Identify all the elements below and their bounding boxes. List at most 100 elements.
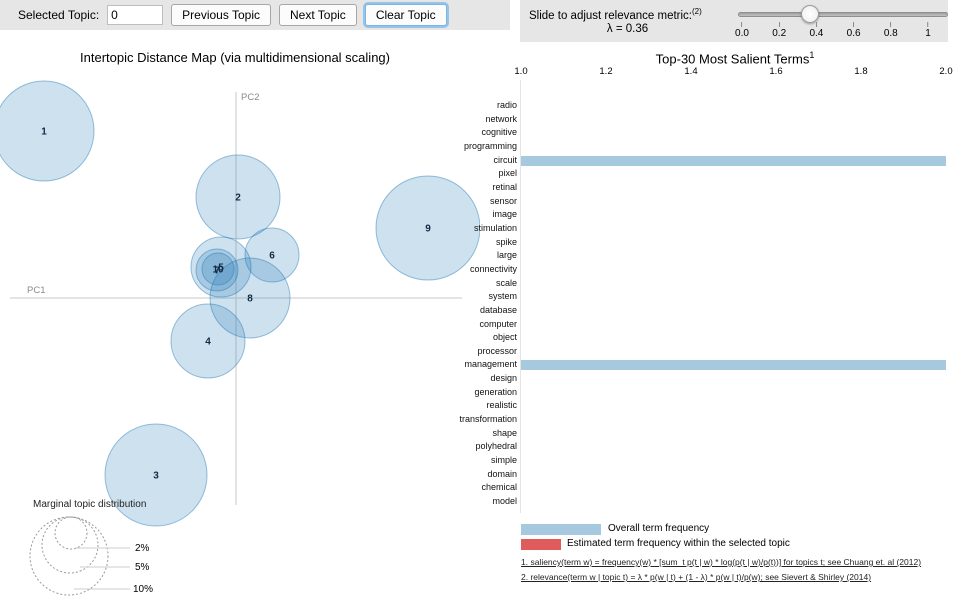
term-row[interactable]: scale — [440, 277, 952, 291]
slider-tick-mark — [890, 22, 892, 27]
term-row[interactable]: domain — [440, 468, 952, 482]
term-row[interactable]: chemical — [440, 481, 952, 495]
slider-tick-mark — [815, 22, 817, 27]
slider-label: Slide to adjust relevance metric:(2) — [529, 7, 702, 22]
relevance-slider-track[interactable] — [738, 12, 948, 17]
topic-bubble-2[interactable] — [195, 154, 281, 240]
term-row[interactable]: connectivity — [440, 263, 952, 277]
topic-bubble-6[interactable] — [244, 227, 300, 283]
term-label: polyhedral — [475, 441, 517, 452]
term-row[interactable]: shape — [440, 427, 952, 441]
term-row[interactable]: sensor — [440, 195, 952, 209]
marginal-legend-size-5pct: 5% — [135, 562, 150, 573]
term-row[interactable]: spike — [440, 236, 952, 250]
legend-overall-swatch — [521, 524, 601, 535]
marginal-legend-title: Marginal topic distribution — [33, 499, 146, 510]
term-label: design — [490, 373, 517, 384]
clear-topic-button[interactable]: Clear Topic — [364, 4, 447, 26]
topic-bubble-1[interactable] — [0, 80, 95, 182]
pc1-axis-label: PC1 — [27, 285, 45, 296]
term-row[interactable]: programming — [440, 140, 952, 154]
term-label: shape — [492, 427, 517, 438]
term-label: scale — [495, 277, 517, 288]
term-row[interactable]: polyhedral — [440, 440, 952, 454]
term-bar-overall-frequency[interactable] — [521, 155, 946, 166]
term-row[interactable]: circuit — [440, 154, 952, 168]
slider-tick-label: 0.0 — [735, 28, 749, 39]
topic-bubble-8[interactable] — [209, 257, 291, 339]
term-row[interactable]: radio — [440, 99, 952, 113]
term-label: radio — [496, 100, 517, 110]
term-row[interactable]: database — [440, 304, 952, 318]
selected-topic-input[interactable] — [107, 5, 164, 25]
slider-tick-label: 0.6 — [846, 28, 861, 39]
barchart-axis-tick: 1.0 — [514, 66, 528, 77]
term-row[interactable]: computer — [440, 318, 952, 332]
map-title: Intertopic Distance Map (via multidimens… — [80, 50, 390, 65]
term-list: radio network cognitive programming circuit p… — [440, 99, 952, 509]
term-label: chemical — [481, 482, 517, 493]
slider-tick-mark — [778, 22, 780, 27]
term-label: processor — [477, 345, 517, 356]
term-label: spike — [495, 236, 517, 247]
relevance-slider-handle[interactable] — [801, 5, 819, 23]
term-row[interactable]: management — [440, 358, 952, 372]
pc2-axis-label: PC2 — [241, 92, 259, 103]
slider-tick-mark — [741, 22, 743, 27]
term-row[interactable]: retinal — [440, 181, 952, 195]
term-label: model — [492, 496, 517, 507]
term-label: circuit — [493, 154, 517, 165]
term-label: domain — [487, 468, 517, 479]
term-row[interactable]: image — [440, 208, 952, 222]
marginal-legend-circle-5pct — [41, 516, 99, 574]
barchart-axis-tick: 1.6 — [769, 66, 783, 77]
term-row[interactable]: network — [440, 113, 952, 127]
slider-tick-mark — [853, 22, 855, 27]
term-row[interactable]: simple — [440, 454, 952, 468]
term-label: management — [464, 359, 517, 370]
term-label: generation — [474, 386, 517, 397]
slider-tick-mark — [927, 22, 929, 27]
legend-overall-label: Overall term frequency — [608, 523, 710, 534]
term-row[interactable]: design — [440, 372, 952, 386]
topic-bubble-4[interactable] — [170, 303, 246, 379]
topic-bubble-5[interactable] — [190, 236, 252, 298]
term-bar-overall-frequency[interactable] — [521, 360, 946, 371]
term-row[interactable]: large — [440, 249, 952, 263]
legend-selected-label: Estimated term frequency within the sele… — [567, 538, 790, 549]
barchart-title-footref: 1 — [809, 50, 815, 60]
footnote-saliency: 1. saliency(term w) = frequency(w) * [su… — [521, 557, 922, 567]
term-row[interactable]: stimulation — [440, 222, 952, 236]
topic-controls: Selected Topic: Previous Topic Next Topi… — [0, 0, 510, 30]
next-topic-button[interactable]: Next Topic — [279, 4, 357, 26]
term-row[interactable]: generation — [440, 386, 952, 400]
term-row[interactable]: realistic — [440, 399, 952, 413]
slider-tick-label: 0.4 — [809, 28, 824, 39]
topic-bubble-7[interactable] — [195, 248, 239, 292]
term-row[interactable]: processor — [440, 345, 952, 359]
term-label: retinal — [492, 181, 517, 192]
previous-topic-button[interactable]: Previous Topic — [171, 4, 271, 26]
term-label: stimulation — [473, 222, 517, 233]
slider-tick-label: 0.2 — [772, 28, 787, 39]
term-label: large — [496, 250, 517, 261]
term-row[interactable]: system — [440, 290, 952, 304]
term-row[interactable]: pixel — [440, 167, 952, 181]
term-label: programming — [463, 140, 517, 151]
term-label: database — [479, 304, 517, 315]
term-label: realistic — [486, 400, 517, 411]
term-row[interactable]: model — [440, 495, 952, 509]
term-row[interactable]: object — [440, 331, 952, 345]
term-label: simple — [490, 455, 517, 466]
term-row[interactable]: cognitive — [440, 126, 952, 140]
term-row[interactable]: transformation — [440, 413, 952, 427]
topic-bubble-10[interactable] — [201, 252, 235, 286]
topic-bubble-3[interactable] — [104, 423, 208, 527]
topic-bubble-9[interactable] — [375, 175, 480, 281]
barchart-axis: 1.0 1.2 1.4 1.6 1.8 2.0 — [514, 66, 952, 78]
legend-selected-swatch — [521, 539, 561, 550]
barchart-axis-line — [520, 80, 521, 513]
term-label: sensor — [489, 195, 517, 206]
slider-tick-scale: 0.0 0.2 0.4 0.6 0.8 1 — [735, 22, 952, 42]
